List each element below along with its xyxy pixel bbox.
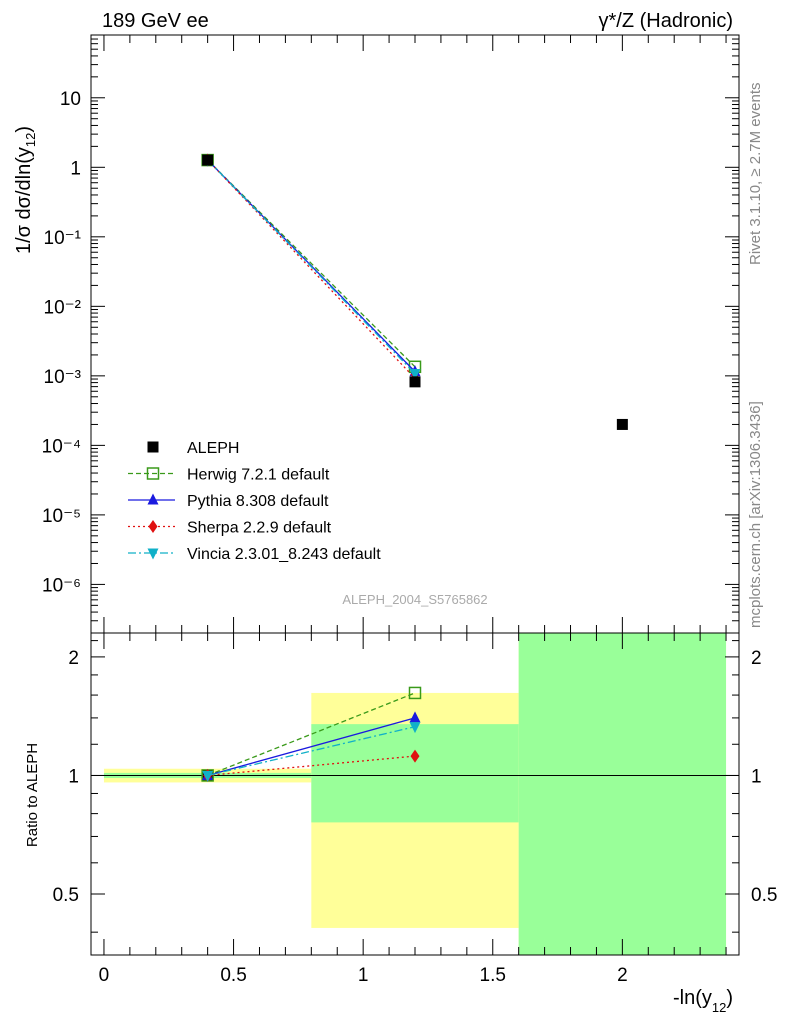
ratio-bands — [91, 633, 739, 955]
ratio-y-tick-label-right: 2 — [751, 648, 762, 669]
legend-marker-pythia — [147, 493, 159, 505]
legend-marker-sherpa — [148, 520, 158, 533]
main-y-tick-label: 10⁻² — [44, 297, 82, 318]
main-y-tick-label: 10⁻¹ — [44, 228, 82, 249]
main-y-tick-label: 10⁻⁴ — [42, 436, 81, 457]
legend: ALEPH Herwig 7.2.1 default Pythia 8.308 de… — [128, 440, 381, 563]
legend-label-data: ALEPH — [187, 440, 239, 457]
legend-marker-data — [147, 441, 159, 453]
ratio-y-tick-label-right: 1 — [751, 766, 762, 787]
data-point — [202, 154, 214, 166]
ratio-series-layer — [201, 686, 422, 782]
sherpa-line — [207, 159, 416, 379]
stat-uncertainty-band-2 — [518, 633, 727, 955]
x-tick-label: 1.5 — [480, 965, 506, 986]
main-y-tick-label: 10⁻⁶ — [42, 575, 81, 596]
header-right-label: γ*/Z (Hadronic) — [599, 10, 733, 32]
ratio-y-axis-label: Ratio to ALEPH — [24, 743, 41, 847]
vincia-point — [202, 770, 214, 782]
ratio-y-tick-label-left: 0.5 — [53, 885, 79, 906]
mcplots-reference-label: mcplots.cern.ch [arXiv:1306.3436] — [747, 401, 764, 628]
main-y-axis-label: 1/σ dσ/dln(y12) — [13, 126, 38, 254]
pythia-line — [207, 717, 416, 777]
x-tick-label: 0.5 — [220, 965, 246, 986]
x-tick-label: 1 — [358, 965, 369, 986]
stat-uncertainty-band-1 — [311, 724, 519, 823]
legend-label-vincia: Vincia 2.3.01_8.243 default — [187, 546, 381, 563]
ratio-axis-ticks: 0 0.5 1 1.5 2 0.5 0.5 1 1 2 2 — [53, 35, 777, 986]
data-point — [409, 376, 421, 388]
legend-marker-vincia — [147, 548, 159, 560]
data-point — [616, 418, 628, 430]
legend-marker-herwig — [146, 467, 160, 480]
vincia-point — [409, 369, 421, 381]
x-axis-label: -ln(y12) — [673, 987, 733, 1015]
main-y-tick-label: 10⁻⁵ — [42, 506, 81, 527]
rivet-version-label: Rivet 3.1.10, ≥ 2.7M events — [747, 83, 764, 266]
main-plot-frame — [90, 34, 740, 634]
main-y-tick-label: 10 — [60, 89, 81, 110]
x-tick-label: 0 — [99, 965, 110, 986]
herwig-point — [408, 686, 422, 700]
main-series-layer — [201, 153, 628, 430]
x-tick-label: 2 — [617, 965, 628, 986]
legend-label-sherpa: Sherpa 2.2.9 default — [187, 520, 332, 537]
legend-label-pythia: Pythia 8.308 default — [187, 493, 329, 510]
analysis-watermark: ALEPH_2004_S5765862 — [342, 592, 487, 607]
sherpa-point — [410, 749, 420, 763]
ratio-y-tick-label-right: 0.5 — [751, 885, 777, 906]
vincia-line — [207, 159, 416, 374]
header-left-label: 189 GeV ee — [102, 10, 209, 32]
legend-label-herwig: Herwig 7.2.1 default — [187, 467, 330, 484]
ratio-y-tick-label-left: 2 — [68, 648, 79, 669]
main-y-tick-label: 10⁻³ — [44, 367, 82, 388]
pythia-point — [409, 711, 421, 723]
herwig-line — [207, 692, 416, 777]
vincia-point — [409, 722, 421, 734]
main-y-tick-label: 1 — [70, 158, 81, 179]
main-y-axis-ticks: 10 1 10⁻¹ 10⁻² 10⁻³ 10⁻⁴ 10⁻⁵ 10⁻⁶ — [42, 34, 739, 634]
vincia-line — [207, 726, 416, 777]
ratio-y-tick-label-left: 1 — [68, 766, 79, 787]
